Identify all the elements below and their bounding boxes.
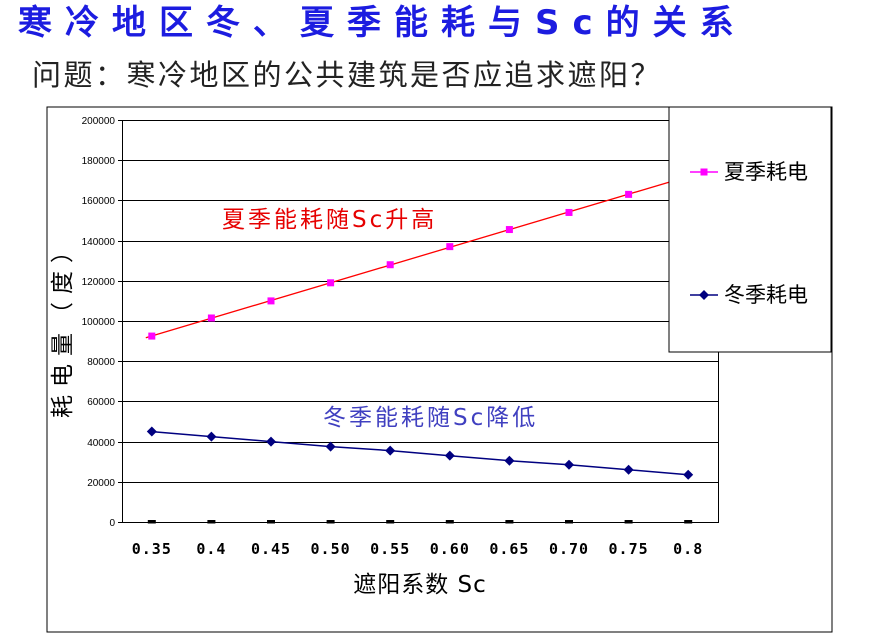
y-tick-label: 160000 <box>82 196 116 207</box>
y-tick-label: 60000 <box>87 397 115 408</box>
data-series-1 <box>145 172 692 340</box>
data-series-2 <box>146 426 694 480</box>
x-tick-label: 0.60 <box>430 540 470 558</box>
data-point-diamond <box>385 445 396 456</box>
baseline-marker <box>207 520 216 524</box>
x-tick-label: 0.65 <box>489 540 529 558</box>
data-point-diamond <box>564 459 574 470</box>
chart-outer-frame <box>46 106 833 633</box>
data-point-diamond <box>623 464 634 475</box>
legend-item-summer: 夏季耗电 <box>690 160 808 184</box>
legend-item-winter: 冬季耗电 <box>690 283 808 307</box>
x-tick-label: 0.55 <box>370 540 410 558</box>
baseline-marker <box>505 520 514 524</box>
data-point-square <box>207 314 215 322</box>
baseline-marker <box>624 520 633 524</box>
x-tick-label: 0.45 <box>251 540 291 558</box>
y-tick-label: 200000 <box>82 116 116 127</box>
y-tick-label: 180000 <box>82 156 116 167</box>
baseline-marker <box>326 520 335 524</box>
x-axis-title: 遮阳系数 Sc <box>353 572 487 598</box>
annotation-winter-trend: 冬季能耗随Sc降低 <box>323 405 538 431</box>
baseline-marker <box>267 520 275 524</box>
y-tick-label: 20000 <box>87 478 115 489</box>
data-point-square <box>386 261 394 269</box>
data-point-square <box>505 226 513 234</box>
data-point-square <box>565 208 573 216</box>
x-tick-label: 0.75 <box>609 540 649 558</box>
baseline-marker <box>445 520 454 524</box>
legend-label-winter: 冬季耗电 <box>724 283 808 307</box>
y-tick-label: 0 <box>109 518 115 529</box>
y-tick-label: 80000 <box>87 357 115 368</box>
x-tick-label: 0.4 <box>196 540 226 558</box>
y-tick-label: 100000 <box>82 317 116 328</box>
data-point-diamond <box>444 450 455 461</box>
data-point-square <box>446 243 454 251</box>
data-point-square <box>327 279 335 287</box>
plot-area: 0 20000 40000 60000 80000 100000 120000 140000 1… <box>82 116 719 558</box>
data-point-square <box>625 190 633 198</box>
y-tick-label: 120000 <box>82 277 116 288</box>
data-point-diamond <box>146 426 157 437</box>
data-point-diamond <box>683 469 694 480</box>
data-point-diamond <box>206 431 217 442</box>
legend-marker-diamond <box>699 290 709 300</box>
x-tick-label: 0.35 <box>132 540 172 558</box>
y-axis-title: 耗电量（度） <box>50 232 76 418</box>
slide-subtitle: 问题：寒冷地区的公共建筑是否应追求遮阳？ <box>32 58 663 92</box>
baseline-marker <box>147 520 156 524</box>
baseline-marker <box>684 520 693 524</box>
trendline <box>145 175 689 339</box>
baseline-marker <box>565 520 573 524</box>
legend: 夏季耗电 冬季耗电 <box>668 106 832 353</box>
x-tick-label: 0.50 <box>311 540 351 558</box>
baseline-marker <box>386 520 395 524</box>
data-point-diamond <box>504 455 515 466</box>
legend-marker-square <box>700 168 708 176</box>
y-tick-label: 140000 <box>82 237 116 248</box>
x-tick-label: 0.8 <box>673 540 703 558</box>
data-point-square <box>148 332 156 340</box>
legend-box <box>668 106 832 353</box>
series-line <box>151 430 689 476</box>
annotation-summer-trend: 夏季能耗随Sc升高 <box>222 207 437 233</box>
x-tick-label: 0.70 <box>549 540 589 558</box>
y-tick-label: 40000 <box>87 438 115 449</box>
slide-title: 寒冷地区冬、夏季能耗与Sc的关系 <box>18 3 747 43</box>
data-point-diamond <box>266 436 276 447</box>
legend-label-summer: 夏季耗电 <box>724 160 808 184</box>
data-point-diamond <box>325 441 336 452</box>
data-point-square <box>267 297 275 305</box>
